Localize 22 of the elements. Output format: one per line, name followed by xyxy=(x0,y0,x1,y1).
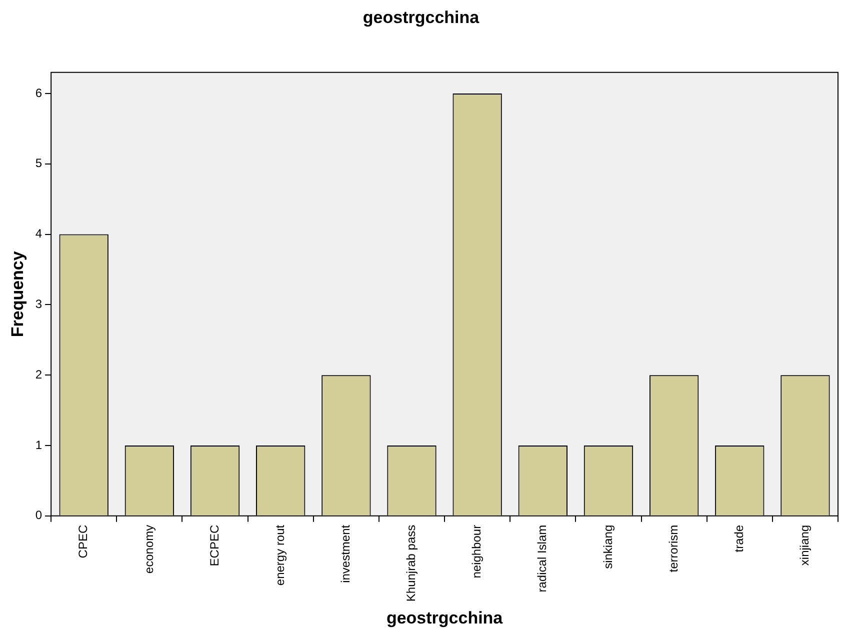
y-axis-title: Frequency xyxy=(8,250,27,338)
x-tick-label: neighbour xyxy=(470,524,484,578)
y-tick-label: 3 xyxy=(35,297,42,312)
x-tick-label: investment xyxy=(338,524,352,583)
x-tick-label: CPEC xyxy=(76,524,90,558)
y-tick-label: 4 xyxy=(35,226,42,241)
x-tick-label: radical Islam xyxy=(535,524,550,592)
x-axis-title: geostrgcchina xyxy=(386,608,504,628)
x-tick-label: economy xyxy=(142,524,156,574)
chart-title: geostrgcchina xyxy=(362,8,480,27)
x-tick-label: Khunjrab pass xyxy=(404,524,418,602)
y-tick-label: 2 xyxy=(35,367,42,382)
x-tick-label: xinjiang xyxy=(798,524,812,566)
y-tick-label: 6 xyxy=(35,86,42,100)
x-tick-label: terrorism xyxy=(666,524,680,572)
y-tick-label: 5 xyxy=(35,156,42,170)
x-tick-label: energy rout xyxy=(272,524,287,586)
x-tick-label: sinkiang xyxy=(600,524,615,569)
y-tick-label: 1 xyxy=(35,438,42,452)
y-tick-label: 0 xyxy=(35,508,42,522)
x-tick-label: ECPEC xyxy=(207,524,222,566)
x-tick-label: trade xyxy=(732,524,746,552)
